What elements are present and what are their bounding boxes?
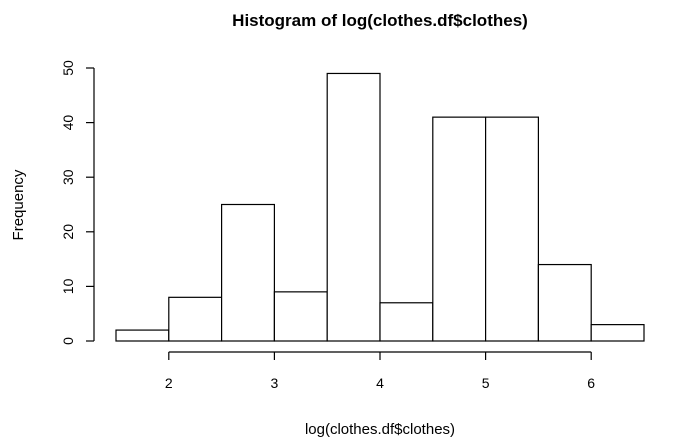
bars-group — [115, 72, 645, 342]
y-tick-label: 10 — [60, 278, 76, 294]
y-tick-label: 0 — [60, 337, 76, 345]
y-tick-label: 20 — [60, 224, 76, 240]
histogram-bar-5 — [379, 302, 434, 342]
y-tick-label: 30 — [60, 169, 76, 185]
histogram-bar-8 — [537, 263, 592, 342]
chart-title: Histogram of log(clothes.df$clothes) — [232, 11, 528, 30]
x-tick-label: 3 — [271, 375, 279, 391]
x-tick-label: 5 — [482, 375, 490, 391]
histogram-bar-2 — [221, 203, 276, 342]
y-tick-label: 50 — [60, 60, 76, 76]
histogram-bar-0 — [115, 329, 170, 342]
x-tick-label: 2 — [165, 375, 173, 391]
histogram-bar-7 — [485, 116, 540, 342]
x-axis: 2 3 4 5 6 — [165, 351, 595, 391]
histogram-bar-1 — [168, 296, 223, 342]
histogram-bar-3 — [273, 291, 328, 342]
y-axis: 0 10 20 30 40 50 — [60, 60, 95, 345]
histogram-bar-6 — [432, 116, 487, 342]
x-tick-label: 6 — [587, 375, 595, 391]
y-axis-title: Frequency — [10, 169, 27, 240]
histogram-bar-9 — [590, 324, 645, 342]
y-tick-label: 40 — [60, 115, 76, 131]
x-axis-title: log(clothes.df$clothes) — [305, 421, 455, 438]
x-tick-label: 4 — [376, 375, 384, 391]
histogram-bar-4 — [326, 72, 381, 342]
